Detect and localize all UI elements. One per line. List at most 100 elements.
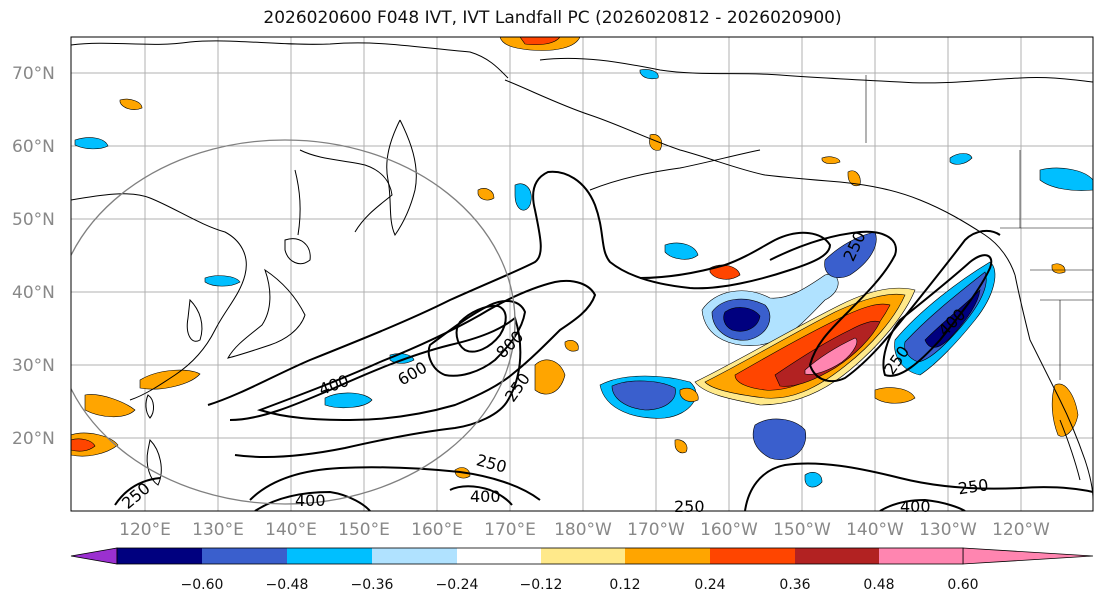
ivt-contours [114, 170, 1093, 511]
colorbar-tick-label: −0.60 [181, 577, 224, 593]
coast-alaska [504, 79, 1016, 276]
pos-patch-small-7 [847, 170, 861, 187]
map-frame [70, 36, 1094, 512]
positive-pc-patches [71, 37, 1079, 479]
colorbar-tick-label: 0.36 [779, 577, 810, 593]
contour-label: 250 [957, 475, 990, 498]
neg-patch-small-1 [664, 242, 699, 260]
gridlines [71, 37, 1093, 511]
neg-patch-small-2 [949, 153, 973, 165]
latitude-labels: 70°N 60°N 50°N 40°N 30°N 20°N [12, 64, 55, 449]
lon-label: 120°E [119, 520, 171, 540]
pos-patch-small-8 [674, 439, 688, 454]
colorbar-segment [879, 548, 963, 564]
ivt-contour-250-outer [229, 316, 522, 459]
pos-patch-mid [534, 359, 566, 395]
lon-label: 160°E [411, 520, 463, 540]
colorbar-segment [287, 548, 372, 564]
colorbar-segment [625, 548, 710, 564]
colorbar-tick-label: −0.36 [351, 577, 394, 593]
lat-label: 50°N [12, 210, 55, 230]
coast-taiwan [145, 394, 154, 419]
neg-patch-small-5 [804, 472, 823, 488]
coast-west-na [1014, 274, 1093, 501]
coast-japan [227, 268, 306, 359]
lon-label: 130°W [919, 520, 977, 540]
colorbar: −0.60 −0.48 −0.36 −0.24 −0.12 0.12 0.24 … [70, 547, 1094, 593]
lat-label: 70°N [12, 64, 55, 84]
pos-patch-small-4 [477, 188, 495, 201]
coast-asia-arctic [71, 40, 509, 79]
neg-patch-east-band-deep [924, 289, 981, 348]
neg-patch-alaska-gulf [824, 231, 877, 279]
coast-asia-mainland [71, 193, 247, 401]
colorbar-tick-label: 0.60 [947, 577, 978, 593]
neg-patch-south-core [611, 380, 676, 411]
colorbar-segment [117, 548, 202, 564]
neg-patch-nw [74, 137, 109, 150]
lon-label: 170°E [484, 520, 536, 540]
neg-patch-hawaii [752, 418, 807, 460]
pos-patch-small-10 [564, 340, 579, 352]
negative-pc-patches [74, 69, 1093, 488]
colorbar-segment [541, 548, 625, 564]
lon-label: 160°W [700, 520, 758, 540]
contour-label: 400 [470, 487, 501, 506]
coast-hokkaido [284, 238, 311, 265]
colorbar-segment [202, 548, 287, 564]
border-states [1030, 269, 1093, 380]
colorbar-segment [795, 548, 879, 564]
contour-label: 400 [295, 491, 326, 510]
neg-patch-east-band-core [904, 271, 987, 363]
lat-label: 20°N [12, 429, 55, 449]
coast-philippines [146, 438, 162, 486]
neg-patch-west [324, 392, 373, 409]
lon-label: 120°W [992, 520, 1050, 540]
ivt-contour-east [769, 229, 1001, 383]
pos-patch-west-red [71, 438, 96, 452]
lat-label: 60°N [12, 137, 55, 157]
colorbar-left-arrow [70, 547, 118, 565]
ivt-contour-east-inner [882, 254, 993, 377]
pos-patch-small-2 [649, 134, 662, 151]
lat-label: 40°N [12, 283, 55, 303]
lon-label: 150°E [338, 520, 390, 540]
colorbar-tick-label: −0.12 [520, 577, 563, 593]
coast-okhotsk [299, 149, 393, 233]
coast-kamchatka [386, 119, 417, 236]
colorbar-tick-label: −0.24 [436, 577, 479, 593]
coast-alaska-north [539, 57, 1093, 84]
neg-patch-central-deep [723, 307, 761, 332]
political-borders [865, 75, 1093, 380]
ivt-contour-600 [427, 299, 527, 377]
landfall-radius-circle [71, 139, 516, 505]
coast-baja [1059, 419, 1081, 481]
lat-label: 30°N [12, 356, 55, 376]
longitude-labels: 120°E 130°E 140°E 150°E 160°E 170°E 180°… [119, 520, 1050, 540]
colorbar-tick-label: −0.48 [266, 577, 309, 593]
map-background [71, 37, 1093, 511]
ivt-contour-sw-25 [114, 477, 161, 506]
lon-label: 140°W [846, 520, 904, 540]
lon-label: 140°E [265, 520, 317, 540]
map-title: 2026020600 F048 IVT, IVT Landfall PC (20… [263, 8, 842, 28]
pos-patch-small-3 [679, 388, 699, 402]
colorbar-right-arrow [962, 547, 1094, 565]
ivt-contour-south-400b [879, 498, 966, 511]
ivt-contour-400 [256, 279, 597, 422]
pos-patch-west-2 [84, 394, 136, 418]
ivt-contour-south-400 [254, 490, 371, 511]
coast-korea [186, 298, 203, 342]
pos-patch-coast-1 [874, 387, 916, 404]
neg-patch-small-6 [639, 69, 659, 80]
lon-label: 130°E [192, 520, 244, 540]
ivt-contour-south-250 [249, 466, 541, 501]
colorbar-segment [457, 548, 541, 564]
neg-patch-bering [514, 183, 532, 211]
colorbar-tick-label: 0.48 [863, 577, 894, 593]
colorbar-segment [710, 548, 795, 564]
ivt-contour-800 [455, 304, 507, 353]
lon-label: 180°W [554, 520, 612, 540]
coastlines [71, 40, 1093, 501]
